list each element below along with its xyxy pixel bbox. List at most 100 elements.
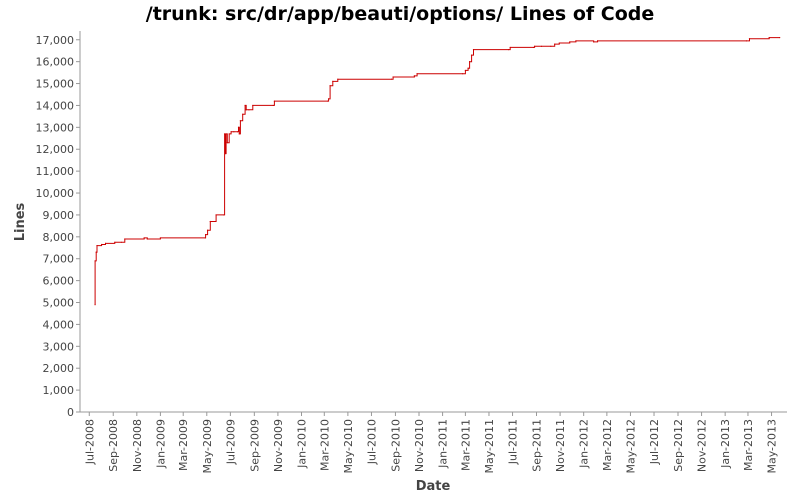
data-point — [532, 46, 535, 49]
y-tick-label: 9,000 — [43, 209, 75, 222]
y-tick-label: 3,000 — [43, 340, 75, 353]
data-point — [469, 61, 471, 63]
y-axis-title: Lines — [13, 202, 28, 241]
y-tick-label: 8,000 — [43, 231, 75, 244]
data-point — [416, 73, 418, 75]
data-point — [596, 40, 599, 42]
data-point — [159, 237, 162, 239]
data-point — [392, 76, 394, 78]
data-point — [470, 54, 473, 56]
data-point — [768, 36, 770, 39]
data-point — [509, 46, 511, 49]
data-point — [225, 133, 227, 135]
y-tick-label: 11,000 — [36, 165, 75, 178]
data-point — [337, 78, 339, 80]
data-point — [244, 104, 246, 107]
data-point — [327, 100, 329, 102]
data-point — [237, 126, 240, 128]
x-tick-label: Mar-2012 — [601, 419, 614, 471]
x-axis-ticks: Jul-2008 Sep-2008 Nov-2008 Jan-2009 Mar-2009… — [83, 412, 779, 474]
y-tick-label: 4,000 — [43, 318, 75, 331]
x-tick-label: Jul-2009 — [224, 419, 237, 465]
data-point — [464, 69, 466, 72]
plot-area — [80, 31, 787, 412]
y-tick-label: 12,000 — [36, 143, 75, 156]
data-point — [748, 38, 751, 40]
data-point — [215, 214, 217, 216]
data-point — [223, 133, 226, 135]
y-tick-label: 5,000 — [43, 297, 75, 310]
y-tick-label: 14,000 — [36, 99, 75, 112]
x-axis-title: Date — [416, 479, 451, 494]
x-tick-label: Jul-2011 — [507, 419, 520, 465]
x-tick-label: Jan-2011 — [437, 419, 450, 469]
x-tick-label: Jan-2010 — [295, 419, 308, 469]
x-tick-label: Mar-2013 — [742, 419, 755, 471]
y-tick-label: 10,000 — [36, 187, 75, 200]
x-tick-label: Jan-2009 — [154, 419, 167, 469]
data-point — [779, 36, 781, 39]
data-point — [248, 109, 250, 111]
x-tick-label: Jan-2012 — [578, 419, 591, 469]
x-tick-label: May-2013 — [766, 419, 779, 474]
series-layer — [94, 36, 781, 306]
data-point — [114, 241, 116, 243]
y-tick-label: 16,000 — [36, 56, 75, 69]
x-tick-label: Mar-2010 — [318, 419, 331, 471]
y-tick-label: 15,000 — [36, 78, 75, 91]
data-point — [413, 75, 415, 77]
data-point — [472, 49, 475, 51]
data-point — [204, 237, 206, 239]
y-tick-label: 13,000 — [36, 121, 75, 134]
data-point — [245, 109, 247, 111]
data-point — [230, 131, 232, 133]
x-tick-label: Jul-2012 — [648, 419, 661, 465]
data-point — [540, 45, 543, 47]
y-axis-ticks: 0 1,000 2,000 3,000 4,000 5,000 6,000 7,000 8,00… — [36, 34, 80, 419]
data-point — [558, 42, 560, 44]
data-point — [146, 238, 148, 240]
data-point — [569, 41, 571, 43]
x-tick-label: Jan-2013 — [719, 419, 732, 469]
data-point — [327, 98, 330, 100]
data-point — [205, 234, 207, 236]
x-tick-label: Sep-2009 — [248, 419, 261, 472]
data-point — [94, 260, 96, 262]
data-point — [237, 131, 239, 133]
data-point — [745, 40, 748, 42]
data-point — [233, 131, 235, 133]
data-point — [508, 49, 510, 51]
data-point — [242, 113, 244, 115]
x-tick-label: Sep-2010 — [389, 419, 402, 472]
x-tick-label: Jul-2010 — [365, 419, 378, 465]
data-point — [462, 73, 464, 75]
data-point — [124, 238, 126, 240]
axes — [79, 31, 787, 413]
data-point — [96, 244, 98, 247]
data-point — [273, 100, 276, 102]
data-point — [467, 67, 469, 69]
x-tick-label: Sep-2008 — [107, 419, 120, 472]
data-point — [332, 80, 334, 82]
data-point — [95, 251, 97, 253]
data-point — [224, 153, 226, 155]
y-tick-label: 0 — [67, 406, 74, 419]
x-tick-label: May-2010 — [342, 419, 355, 474]
data-point — [209, 220, 211, 223]
data-point — [226, 142, 228, 144]
data-point — [104, 242, 107, 244]
x-tick-label: Nov-2009 — [272, 419, 285, 472]
x-tick-label: Nov-2008 — [131, 419, 144, 472]
data-point — [206, 229, 209, 231]
y-tick-label: 7,000 — [43, 253, 75, 266]
data-point — [223, 214, 225, 216]
x-tick-label: Mar-2011 — [459, 419, 472, 471]
x-tick-label: Nov-2012 — [696, 419, 709, 472]
data-point — [94, 304, 96, 306]
data-point — [228, 133, 230, 135]
x-tick-label: Nov-2010 — [413, 419, 426, 472]
series-line-0 — [94, 37, 780, 305]
data-point — [120, 241, 122, 243]
data-point — [533, 45, 536, 47]
